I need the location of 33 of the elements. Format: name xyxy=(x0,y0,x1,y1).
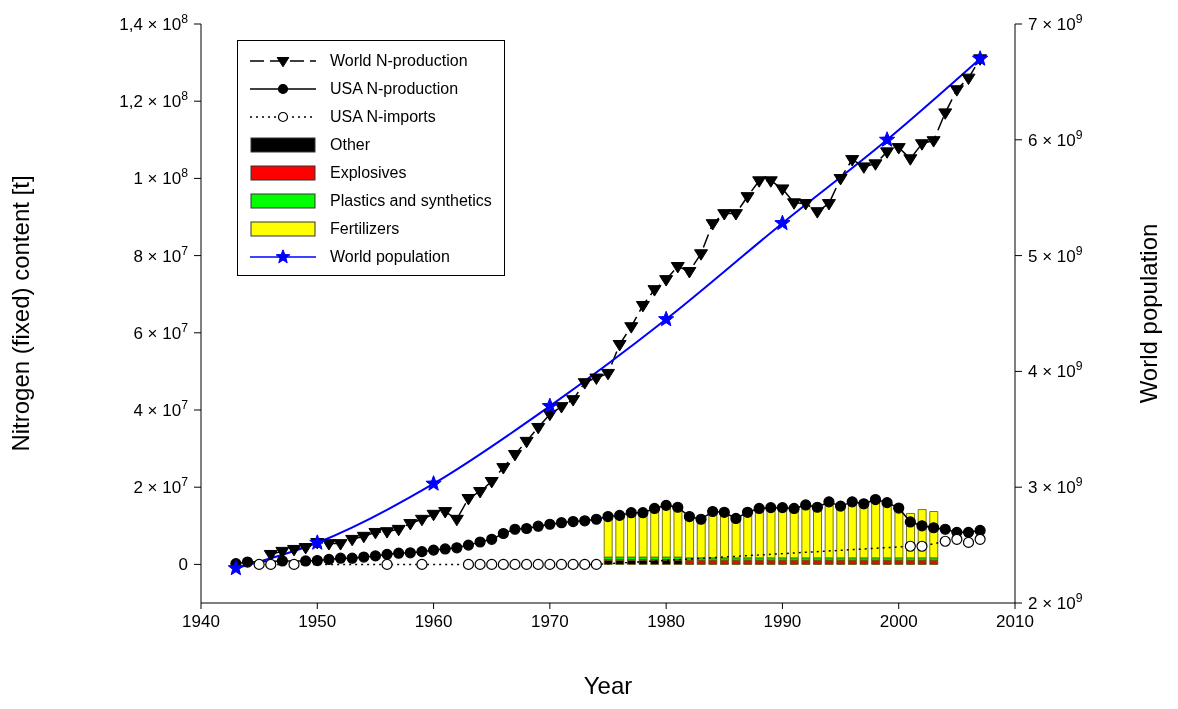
y-tick-label: 1,2 × 10$^{8}$ xyxy=(119,89,189,112)
y2-tick-label: 4 × 10$^{9}$ xyxy=(1028,359,1083,382)
y-tick-label: 6 × 10$^{7}$ xyxy=(133,320,189,343)
y2-tick-label: 5 × 10$^{9}$ xyxy=(1028,243,1083,266)
x-tick-label: 1980 xyxy=(647,612,686,631)
y2-tick-label: 3 × 10$^{9}$ xyxy=(1028,475,1083,498)
legend-label: USA N-imports xyxy=(330,108,436,126)
legend-label: World population xyxy=(330,248,450,266)
legend-label: USA N-production xyxy=(330,80,459,98)
x-tick-label: 1970 xyxy=(530,612,569,631)
x-tick-label: 1950 xyxy=(298,612,337,631)
x-tick-label: 2010 xyxy=(996,612,1034,631)
y-axis-title: Nitrogen (fixed) content [t] xyxy=(6,175,34,452)
legend-label: Plastics and synthetics xyxy=(330,192,492,210)
y-tick-label: 8 × 10$^{7}$ xyxy=(133,243,189,266)
y2-tick-label: 6 × 10$^{9}$ xyxy=(1028,127,1083,150)
legend-label: World N-production xyxy=(330,52,468,70)
x-tick-label: 1990 xyxy=(763,612,802,631)
legend-label: Fertilizers xyxy=(330,220,400,238)
legend-label: Other xyxy=(330,136,371,154)
y-tick-label: 2 × 10$^{7}$ xyxy=(133,475,189,498)
legend-label: Explosives xyxy=(330,164,407,182)
y2-axis-title: World population xyxy=(1134,223,1162,404)
y2-tick-label: 7 × 10$^{9}$ xyxy=(1028,12,1083,34)
y-tick-label: 4 × 10$^{7}$ xyxy=(133,398,189,420)
x-tick-label: 1960 xyxy=(414,612,453,631)
y-tick-label: 1 × 10$^{8}$ xyxy=(133,166,189,189)
y2-tick-label: 2 × 10$^{9}$ xyxy=(1028,591,1083,613)
x-tick-label: 1940 xyxy=(182,612,220,631)
x-tick-label: 2000 xyxy=(879,612,918,631)
y-tick-label: 1,4 × 10$^{8}$ xyxy=(119,12,189,34)
y-tick-label: 0 xyxy=(178,555,188,575)
x-axis-title: Year xyxy=(583,672,633,699)
